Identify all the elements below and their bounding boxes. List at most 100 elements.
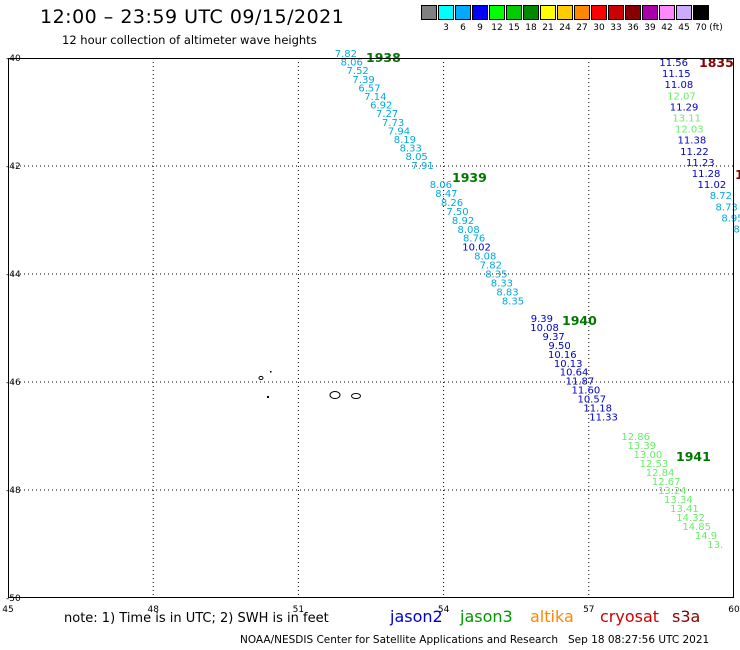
wave-height-value: 8.47: [435, 189, 457, 200]
wave-height-value: 12.67: [652, 477, 681, 488]
colorbar-swatch: [421, 5, 437, 20]
colorbar-label: 9: [477, 23, 483, 33]
wave-height-value: 8.35: [502, 296, 524, 307]
colorbar-label: 27: [576, 23, 588, 33]
wave-height-value: 13.24: [658, 486, 687, 497]
wave-height-value: 8.73: [716, 202, 738, 213]
island-dot: [267, 396, 269, 398]
colorbar-label: 33: [610, 23, 622, 33]
wave-height-value: 6.92: [370, 101, 392, 112]
footer-note: note: 1) Time is in UTC; 2) SWH is in fe…: [64, 611, 329, 626]
colorbar-label: 36: [627, 23, 639, 33]
island-outline: [351, 393, 361, 399]
wave-height-value: 7.52: [347, 66, 369, 77]
page-title: 12:00 – 23:59 UTC 09/15/2021: [40, 6, 345, 28]
legend-jason3: jason3: [460, 607, 513, 626]
lon-tick-label: 54: [438, 605, 450, 615]
colorbar-swatch: [625, 5, 641, 20]
colorbar-swatch: [540, 5, 556, 20]
colorbar-swatch: [608, 5, 624, 20]
wave-height-value: 11.87: [566, 377, 595, 388]
lon-tick-label: 57: [583, 605, 594, 615]
credit-line: NOAA/NESDIS Center for Satellite Applica…: [240, 634, 709, 646]
pass-number-label: 1940: [562, 313, 597, 328]
wave-height-value: 8.76: [463, 234, 485, 245]
wave-height-value: 13.00: [634, 450, 663, 461]
colorbar-label: 70: [695, 23, 707, 33]
colorbar-label: 30: [593, 23, 605, 33]
wave-height-value: 8.26: [441, 198, 463, 209]
colorbar-swatch: [438, 5, 454, 20]
wave-height-value: 10.02: [462, 243, 491, 254]
wave-height-value: 10.64: [560, 368, 589, 379]
wave-height-value: 13.41: [670, 504, 699, 515]
legend-cryosat: cryosat: [600, 607, 660, 626]
wave-height-value: 11.15: [662, 69, 691, 80]
wave-height-value: 14.9: [695, 531, 717, 542]
wave-height-value: 7.82: [480, 261, 502, 272]
wave-height-value: 6.57: [358, 83, 380, 94]
wave-height-value: 8.08: [474, 252, 496, 263]
wave-height-value: 7.14: [364, 92, 386, 103]
wave-height-value: 14.32: [676, 513, 705, 524]
wave-height-value: 11.23: [686, 158, 715, 169]
colorbar-label: 3: [443, 23, 449, 33]
wave-height-value: 14.85: [682, 522, 711, 533]
island-outline: [258, 375, 264, 381]
colorbar-swatch: [693, 5, 709, 20]
map-frame: [8, 58, 734, 598]
colorbar-swatch: [659, 5, 675, 20]
legend-jason2: jason2: [390, 607, 443, 626]
colorbar-swatch: [506, 5, 522, 20]
wave-height-value: 7.94: [388, 126, 410, 137]
credit-org: NOAA/NESDIS Center for Satellite Applica…: [240, 634, 558, 646]
wave-height-value: 13.11: [672, 114, 701, 125]
pass-number-label: 1: [735, 167, 740, 182]
colorbar-swatch: [676, 5, 692, 20]
wave-height-value: 8.33: [491, 278, 513, 289]
lat-tick-label: -44: [6, 270, 21, 280]
colorbar-label: 21: [542, 23, 554, 33]
colorbar-swatch: [523, 5, 539, 20]
wave-height-value: 10.57: [577, 395, 606, 406]
colorbar-label: 6: [460, 23, 466, 33]
lat-tick-label: -46: [6, 378, 21, 388]
colorbar-swatch: [574, 5, 590, 20]
wave-height-value: 11.22: [680, 147, 709, 158]
wave-height-value: 11.38: [678, 136, 707, 147]
wave-height-value: 13.34: [664, 495, 693, 506]
colorbar-label: (ft): [709, 23, 723, 33]
wave-height-value: 9.50: [548, 341, 570, 352]
lon-tick-label: 60: [728, 605, 740, 615]
lon-tick-label: 48: [147, 605, 159, 615]
island-outline: [329, 391, 341, 399]
wave-height-value: 8.4: [733, 225, 740, 236]
colorbar-swatch: [455, 5, 471, 20]
wave-height-value: 7.73: [382, 118, 404, 129]
wave-height-value: 11.02: [698, 180, 727, 191]
lon-tick-label: 45: [2, 605, 13, 615]
wave-height-value: 7.27: [376, 109, 398, 120]
wave-height-value: 11.28: [692, 169, 721, 180]
colorbar-swatch: [591, 5, 607, 20]
lat-tick-label: -42: [6, 162, 21, 172]
wave-height-value: 13.39: [627, 441, 656, 452]
colorbar-label: 24: [559, 23, 571, 33]
colorbar-swatch: [557, 5, 573, 20]
pass-number-label: 1938: [366, 50, 401, 65]
wave-height-value: 10.16: [548, 350, 577, 361]
colorbar-label: 15: [508, 23, 520, 33]
wave-height-value: 8.83: [496, 287, 518, 298]
colorbar-swatch: [472, 5, 488, 20]
wave-height-value: 8.19: [394, 135, 416, 146]
colorbar-label: 12: [491, 23, 503, 33]
wave-height-value: 12.07: [667, 91, 696, 102]
wave-height-value: 11.18: [583, 404, 612, 415]
wave-height-value: 8.08: [457, 225, 479, 236]
wave-height-value: 11.29: [670, 102, 699, 113]
wave-height-value: 12.84: [646, 468, 675, 479]
wave-height-value: 11.56: [659, 58, 688, 69]
wave-height-value: 8.06: [341, 58, 363, 69]
